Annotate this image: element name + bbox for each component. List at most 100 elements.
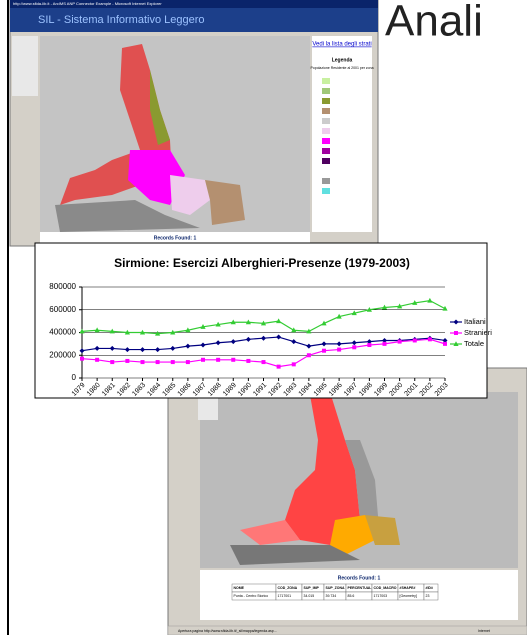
marker: [140, 347, 145, 353]
marker: [306, 328, 312, 334]
marker: [94, 345, 100, 351]
marker: [110, 360, 115, 365]
marker: [321, 320, 327, 326]
marker: [442, 337, 448, 343]
table-cell-text: 1717003: [374, 594, 388, 598]
marker: [381, 304, 388, 310]
table-header: SUP_ZONA: [326, 586, 346, 590]
marker: [230, 319, 236, 325]
y-tick-label: 0: [72, 373, 77, 382]
marker: [200, 324, 206, 329]
marker: [215, 321, 221, 327]
table-header: #SHAPE#: [400, 586, 416, 590]
marker: [245, 336, 251, 342]
chart: Sirmione: Esercizi Alberghieri-Presenze …: [34, 242, 492, 399]
marker: [260, 320, 267, 326]
marker: [366, 306, 372, 312]
marker: [321, 341, 327, 347]
records-found: Records Found: 1: [338, 575, 381, 581]
marker: [245, 319, 251, 325]
marker: [382, 341, 387, 346]
chart-title: Sirmione: Esercizi Alberghieri-Presenze …: [114, 256, 410, 270]
marker: [352, 345, 357, 350]
marker: [231, 357, 236, 362]
status-zone: Internet: [478, 629, 490, 633]
marker: [291, 327, 297, 333]
table-cell-text: 23: [426, 594, 430, 598]
marker: [261, 335, 266, 341]
table-header: PERCENTUAL: [348, 586, 373, 590]
marker: [366, 339, 372, 345]
slide-title: Anali: [385, 0, 483, 46]
marker: [382, 337, 387, 343]
app-title: SIL - Sistema Informativo Leggero: [38, 14, 205, 26]
marker: [125, 358, 130, 363]
marker: [291, 362, 296, 367]
marker: [109, 328, 115, 334]
marker: [442, 305, 448, 311]
table-header: NOME: [234, 586, 245, 590]
table-header: COD_ZONA: [278, 586, 298, 590]
legend-label: Stranieri: [464, 328, 492, 337]
table-header: COD_MACRO: [374, 586, 397, 590]
marker: [185, 360, 190, 365]
status-text: Apertura pagina http://www.sfida-lib.it/…: [178, 629, 277, 633]
y-tick-label: 200000: [49, 350, 76, 359]
marker: [443, 341, 447, 346]
marker: [185, 343, 191, 349]
marker: [322, 348, 326, 353]
marker: [412, 338, 417, 343]
y-tick-label: 400000: [49, 328, 76, 337]
marker: [95, 357, 100, 362]
marker: [230, 339, 236, 345]
marker: [337, 347, 342, 352]
layer-link[interactable]: Vedi la lista degli strati: [312, 42, 371, 48]
marker: [201, 357, 205, 362]
marker: [140, 360, 145, 365]
marker: [454, 331, 458, 335]
marker: [427, 297, 433, 303]
marker: [397, 339, 402, 344]
marker: [80, 356, 84, 361]
marker: [276, 334, 282, 340]
table-cell-text: Punta - Centro Storico: [234, 594, 269, 598]
marker: [351, 340, 357, 346]
table-header: #ID#: [426, 586, 433, 590]
marker: [291, 339, 297, 345]
legend-title: Legenda: [332, 57, 353, 63]
table-cell-text: 39.734: [326, 594, 337, 598]
y-tick-label: 600000: [49, 305, 76, 314]
marker: [215, 340, 221, 346]
legend-label: Italiani: [464, 317, 486, 326]
marker: [139, 329, 146, 335]
legend-label: Totale: [464, 339, 484, 348]
marker: [453, 319, 459, 325]
marker: [124, 347, 130, 353]
table-cell-text: 34.015: [304, 594, 315, 598]
table-header: SUP_IMP: [304, 586, 320, 590]
table-cell-text: 1717001: [278, 594, 292, 598]
marker: [124, 329, 130, 335]
marker: [427, 337, 432, 342]
marker: [306, 343, 312, 349]
marker: [351, 310, 357, 316]
window-bottom: Records Found: 1 NOME Punta - Centro Stor…: [167, 367, 527, 636]
window-top: http://www.sfida-lib.it - ArcIMS ANP Con…: [9, 0, 379, 247]
table-cell-text: 85.6: [348, 594, 355, 598]
marker: [261, 360, 266, 365]
legend-subtitle: Popolazione Residente al 2001 per zona: [310, 66, 373, 70]
marker: [200, 342, 206, 348]
marker: [155, 347, 161, 353]
y-tick-label: 800000: [49, 282, 76, 291]
marker: [336, 313, 342, 319]
marker: [306, 353, 311, 358]
marker: [79, 348, 85, 354]
marker: [94, 327, 100, 333]
table-cell-text: [Geometry]: [400, 594, 417, 598]
marker: [453, 341, 459, 346]
marker: [155, 330, 161, 336]
marker: [79, 328, 85, 334]
marker: [185, 327, 191, 333]
